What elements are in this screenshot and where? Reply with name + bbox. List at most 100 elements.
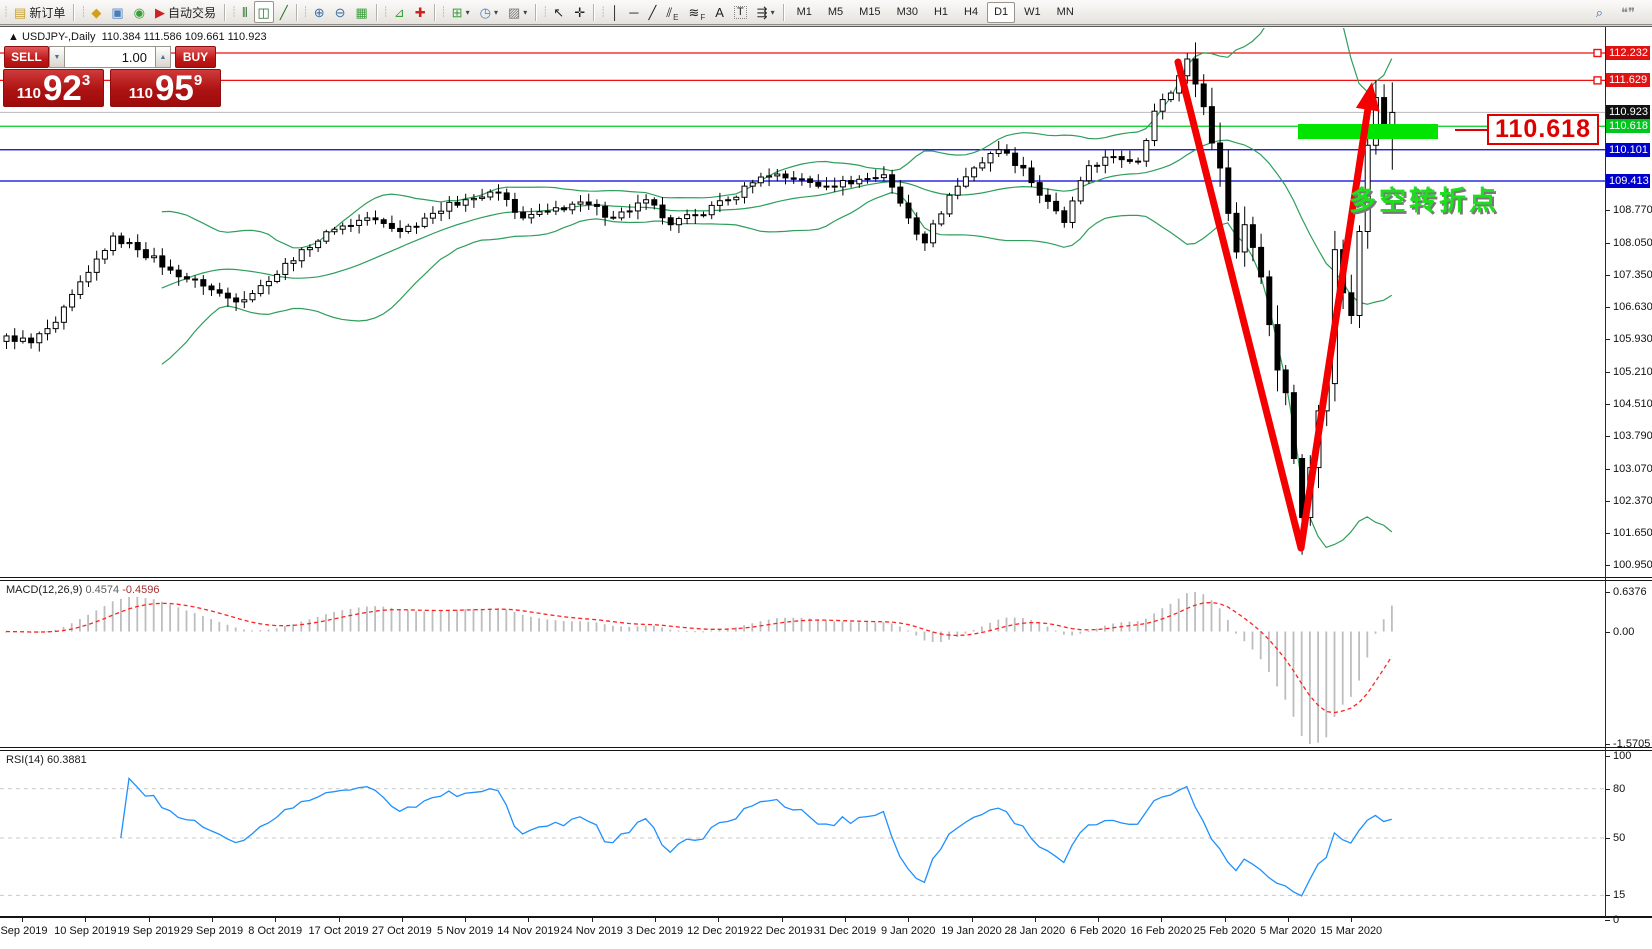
volume-input[interactable]	[65, 46, 155, 68]
date-axis-tick	[1161, 918, 1163, 922]
macd-value-main: 0.4574	[85, 584, 120, 596]
date-axis-tick	[338, 918, 340, 922]
buy-price-panel[interactable]: 110 95 9	[110, 69, 221, 107]
cursor-button[interactable]: ↖	[549, 1, 568, 23]
trendline-button[interactable]: ╱	[644, 1, 660, 23]
toolbar-drag-handle: ┊	[80, 6, 86, 18]
autotrade-icon: ▶	[155, 4, 166, 20]
arrows-button[interactable]: ⇶ ▾	[753, 1, 779, 23]
equidistant-channel-icon: ⫽	[666, 4, 673, 20]
chart-shift-button[interactable]: ✚	[411, 1, 430, 23]
sell-price-panel[interactable]: 110 92 3	[3, 69, 104, 107]
price-axis-label: 108.050	[1613, 236, 1652, 249]
autotrade-button[interactable]: ▶ 自动交易	[151, 1, 220, 23]
new-order-button[interactable]: ▤ 新订单	[10, 1, 69, 23]
toolbar-drag-handle: ┊	[600, 6, 606, 18]
sell-price-sup: 3	[81, 72, 91, 89]
buy-button[interactable]: BUY	[175, 46, 216, 68]
charts-window-icon[interactable]: ◆	[87, 1, 105, 23]
volume-decrease-button[interactable]: ▼	[49, 46, 65, 68]
search-icon: ⌕	[1595, 4, 1603, 20]
charts-window-icon-icon: ◆	[91, 4, 102, 20]
pane-separator-macd[interactable]	[0, 577, 1652, 581]
toolbar-separator	[433, 3, 436, 21]
bar-chart-type-button[interactable]: ⫴	[238, 1, 251, 23]
zoom-in-button[interactable]: ⊕	[310, 1, 329, 23]
tile-windows-button[interactable]: ▦	[352, 1, 372, 23]
price-badge: 112.232	[1606, 46, 1650, 60]
templates-icon: ▨	[507, 4, 521, 20]
price-badge: 110.923	[1606, 105, 1650, 120]
templates-button[interactable]: ▨ ▾	[504, 1, 531, 23]
text-button[interactable]: A	[711, 1, 728, 23]
periods-button[interactable]: ◷ ▾	[476, 1, 502, 23]
price-badge: 111.629	[1606, 73, 1650, 88]
zoom-out-button[interactable]: ⊖	[331, 1, 350, 23]
toolbar-left-groups: ┊ ▤ 新订单 ┊ ◆ ▣ ◉ ▶ 自动交易 ┊ ⫴ ◫ ╱ ┊ ⊕ ⊖ ▦ ┊ ⊿ ✚ ┊ ⊞ ▾ ◷ ▾ ▨ ▾ ┊ ↖ ✛ ┊ │ ─ ╱ ⫽…	[2, 0, 1082, 24]
candlestick-type-button[interactable]: ◫	[253, 1, 274, 23]
date-axis-label: 14 Nov 2019	[497, 925, 560, 937]
pane-separator-rsi[interactable]	[0, 747, 1652, 751]
new-order-icon: ▤	[14, 4, 27, 20]
crosshair-button[interactable]: ✛	[570, 1, 589, 23]
timeframe-w1[interactable]: W1	[1024, 6, 1041, 18]
date-axis-tick	[908, 918, 910, 922]
date-axis-tick	[528, 918, 530, 922]
equidistant-channel-button[interactable]: ⫽ E	[662, 1, 682, 23]
search-icon[interactable]: ⌕	[1592, 1, 1607, 23]
price-axis-label: 105.210	[1613, 365, 1652, 378]
timeframe-m30[interactable]: M30	[896, 6, 918, 18]
rsi-axis-label: 50	[1613, 832, 1626, 844]
macd-axis-label: 0.6376	[1613, 586, 1647, 598]
new-order-button-label: 新订单	[29, 5, 66, 20]
signals-icon[interactable]: ◉	[130, 1, 149, 23]
crosshair-icon: ✛	[574, 4, 586, 20]
date-axis-tick	[718, 918, 720, 922]
date-axis-label: 31 Dec 2019	[813, 925, 877, 937]
buy-price-big: 95	[154, 68, 194, 108]
line-chart-type-button[interactable]: ╱	[276, 1, 292, 23]
terminal-window-icon[interactable]: ▣	[107, 1, 127, 23]
price-axis-tick	[1605, 565, 1610, 567]
date-axis-label: 16 Feb 2020	[1130, 925, 1193, 937]
toolbar-separator	[73, 3, 76, 21]
text-label-button[interactable]: T	[730, 1, 751, 23]
toolbar-right-icons: ⌕ ❝❞	[1591, 1, 1650, 23]
indicators-icon: ⊞	[451, 4, 463, 20]
volume-increase-button[interactable]: ▲	[155, 46, 171, 68]
toolbar-separator	[593, 3, 596, 21]
timeframe-m15[interactable]: M15	[859, 6, 881, 18]
date-axis-label: Sep 2019	[0, 925, 48, 937]
timeframe-m5[interactable]: M5	[827, 6, 844, 18]
dropdown-caret-icon: ▾	[770, 7, 775, 17]
rsi-axis-label: 0	[1613, 914, 1620, 926]
vertical-line-button[interactable]: │	[607, 1, 623, 23]
tile-windows-icon: ▦	[355, 4, 368, 20]
rsi-axis-tick	[1605, 838, 1610, 839]
sell-button[interactable]: SELL	[4, 46, 49, 68]
macd-label: MACD(12,26,9) 0.4574 -0.4596	[6, 584, 160, 596]
zoom-in-icon: ⊕	[313, 4, 325, 20]
timeframe-m1[interactable]: M1	[796, 6, 812, 18]
macd-axis-tick	[1605, 631, 1610, 633]
timeframe-d1[interactable]: D1	[987, 1, 1016, 23]
rsi-axis-label: 100	[1613, 750, 1632, 762]
community-chat-icon[interactable]: ❝❞	[1617, 1, 1639, 23]
date-axis-tick	[1224, 918, 1226, 922]
date-axis-tick	[148, 918, 150, 922]
timeframe-h4[interactable]: H4	[964, 6, 979, 18]
auto-scroll-button[interactable]: ⊿	[390, 1, 409, 23]
vertical-line-icon: │	[611, 4, 620, 20]
chart-area[interactable]	[0, 26, 1652, 949]
rsi-axis-tick	[1605, 788, 1610, 790]
horizontal-line-button[interactable]: ─	[625, 1, 642, 23]
toolbar-separator	[375, 3, 378, 21]
indicators-button[interactable]: ⊞ ▾	[448, 1, 474, 23]
date-axis-label: 6 Feb 2020	[1070, 925, 1126, 937]
fibonacci-button[interactable]: ≋ F	[684, 1, 709, 23]
macd-value-signal: -0.4596	[122, 584, 160, 596]
timeframe-mn[interactable]: MN	[1056, 6, 1074, 18]
timeframe-h1[interactable]: H1	[933, 6, 949, 18]
callout-connector-line	[1455, 129, 1489, 131]
fibonacci-icon: ≋	[688, 4, 700, 20]
